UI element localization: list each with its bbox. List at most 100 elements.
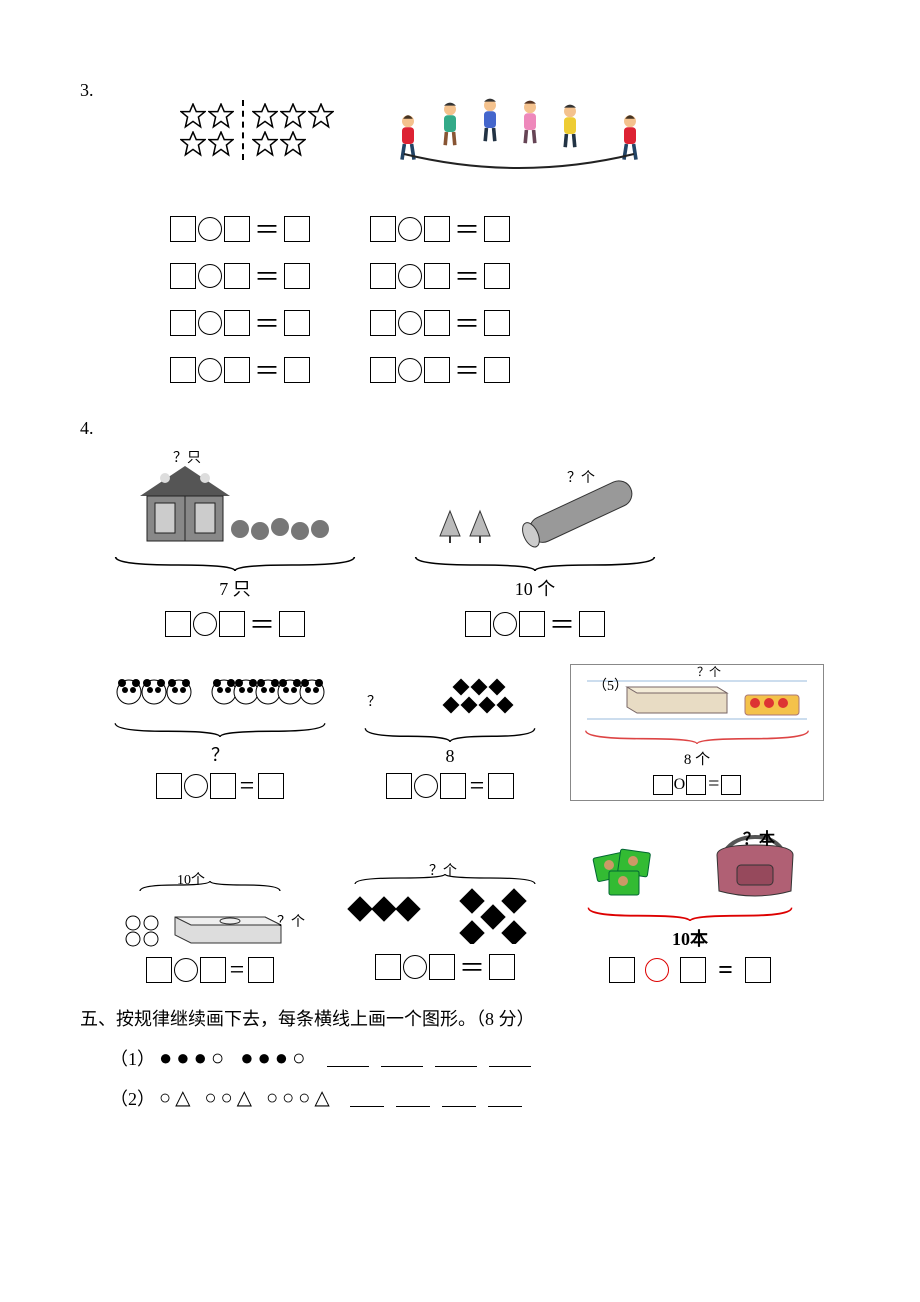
triangle-icon: △ [314, 1088, 329, 1108]
equation-column-right: ＝ ＝ ＝ ＝ [370, 210, 510, 388]
line-number: （1） [110, 1045, 155, 1071]
brace-total-label: 10本 [672, 925, 708, 951]
star-icon [180, 103, 206, 129]
brace-icon [580, 905, 800, 921]
answer-blank[interactable] [488, 1090, 522, 1107]
equation-blank: ＝ [170, 304, 310, 341]
equation-blank: ＝ [375, 948, 515, 985]
hollow-circle-icon: ○ [159, 1088, 171, 1108]
filled-circle-icon: ● [275, 1047, 288, 1069]
equation-blank: ＝ [465, 605, 605, 642]
cell-label: （5） [593, 675, 628, 695]
stars-right-group [252, 103, 334, 157]
star-icon [280, 131, 306, 157]
qmark-label: ？个 [567, 467, 595, 487]
star-icon [252, 103, 278, 129]
equation-blank: ＝ [370, 304, 510, 341]
qmark-label: ？ [211, 741, 229, 767]
equation-blank: ＝ [170, 257, 310, 294]
brace-icon [410, 555, 660, 571]
triangle-icon: △ [175, 1088, 190, 1108]
stars-left-group [180, 103, 234, 157]
star-icon [208, 131, 234, 157]
equation-blank: = [146, 955, 275, 985]
filled-circle-icon: ● [257, 1047, 270, 1069]
qmark-label: ？个 [697, 663, 721, 680]
brace-icon [577, 728, 817, 744]
hollow-circle-icon: ○ [298, 1088, 310, 1108]
qmark-label: ？本 [743, 825, 775, 849]
p4-cell-shuttle: ？个 10 个 ＝ [410, 461, 660, 642]
brace-icon [110, 555, 360, 571]
star-icon [252, 131, 278, 157]
equation-blank: ＝ [170, 351, 310, 388]
hollow-circle-icon: ○ [211, 1047, 224, 1069]
answer-blank[interactable] [489, 1050, 531, 1067]
triangle-icon: △ [237, 1088, 252, 1108]
p4-cell-house: ？只 7 只 ＝ [110, 451, 360, 642]
equation-blank: ＝ [370, 351, 510, 388]
answer-blank[interactable] [435, 1050, 477, 1067]
equation-blank: ＝ [370, 257, 510, 294]
hollow-circle-icon: ○ [292, 1047, 305, 1069]
problem-3-equations: ＝ ＝ ＝ ＝ ＝ ＝ ＝ ＝ [170, 210, 840, 388]
diamonds-figure-icon [365, 677, 535, 722]
pandas-figure-icon [115, 662, 325, 717]
problem-4-number: 4. [80, 418, 120, 439]
star-icon [308, 103, 334, 129]
p4-cell-diamonds-split: ？个 ＝ [340, 874, 550, 985]
brace-icon [110, 721, 330, 737]
pattern-line-1: （1） ● ● ● ○ ● ● ● ○ [110, 1045, 840, 1071]
line-number: （2） [110, 1085, 155, 1111]
qmark-label: ？个 [277, 911, 305, 931]
answer-blank[interactable] [327, 1050, 369, 1067]
shuttle-figure-icon [425, 461, 645, 551]
problem-3: 3. [80, 80, 840, 210]
qmark-label: ？只 [173, 447, 201, 467]
equation-blank: ＝ [165, 605, 305, 642]
filled-circle-icon: ● [176, 1047, 189, 1069]
answer-blank[interactable] [396, 1090, 430, 1107]
top-label: 10个 [177, 869, 205, 889]
p4-cell-diamonds8: ？ 8 = [360, 677, 540, 801]
stars-divider [242, 100, 244, 160]
hollow-circle-icon: ○ [282, 1088, 294, 1108]
filled-circle-icon: ● [159, 1047, 172, 1069]
hollow-circle-icon: ○ [266, 1088, 278, 1108]
star-icon [180, 131, 206, 157]
house-figure-icon [125, 451, 345, 551]
qmark-label: ？ [367, 691, 381, 711]
equation-blank: = [609, 955, 772, 985]
equation-column-left: ＝ ＝ ＝ ＝ [170, 210, 310, 388]
equation-blank: = [156, 771, 285, 801]
filled-circle-icon: ● [240, 1047, 253, 1069]
hollow-circle-icon: ○ [221, 1088, 233, 1108]
problem-4: ？只 7 只 ＝ [80, 451, 840, 985]
pattern-line-2: （2） ○ △ ○ ○ △ ○ ○ ○ △ [110, 1085, 840, 1111]
p4-row-1: ？只 7 只 ＝ [110, 451, 840, 642]
kids-figure [394, 80, 644, 180]
problem-3-number: 3. [80, 80, 120, 101]
rope-icon [399, 152, 639, 172]
hollow-circle-icon: ○ [204, 1088, 216, 1108]
brace-total-label: 8 [446, 746, 455, 767]
p4-cell-circlesbox: 10个 ？个 = [110, 881, 310, 985]
qmark-label: ？个 [429, 860, 457, 880]
equation-blank: ＝ [370, 210, 510, 247]
answer-blank[interactable] [350, 1090, 384, 1107]
p4-cell-applesbox: ？个 （5） [570, 664, 824, 801]
worksheet-page: 3. [0, 0, 920, 1302]
answer-blank[interactable] [381, 1050, 423, 1067]
brace-icon [360, 726, 540, 742]
answer-blank[interactable] [442, 1090, 476, 1107]
stars-figure [180, 95, 334, 165]
p4-row-2: ？ = ？ [110, 662, 840, 801]
p4-cell-pandas: ？ = [110, 662, 330, 801]
star-icon [280, 103, 306, 129]
brace-total-label: 7 只 [219, 575, 251, 601]
brace-total-label: 10 个 [515, 575, 556, 601]
section-5-heading: 五、按规律继续画下去，每条横线上画一个图形。（8 分） [80, 1005, 840, 1031]
brace-total-label: 8 个 [684, 748, 710, 769]
equation-blank: O= [653, 773, 742, 796]
p4-row-3: 10个 ？个 = [110, 831, 840, 985]
